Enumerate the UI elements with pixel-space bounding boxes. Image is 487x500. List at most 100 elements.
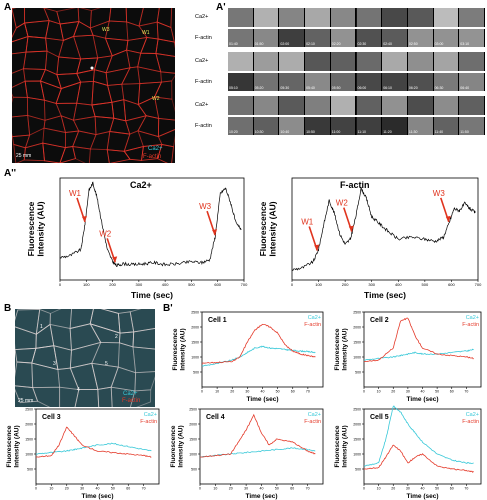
y-axis-label: FluorescenceIntensity (AU) xyxy=(26,201,46,256)
series-line xyxy=(201,345,316,367)
legend-entry: Ca2+ xyxy=(144,412,157,418)
y-tick-label: 2000 xyxy=(353,326,361,330)
panel-a-image: W3 W1 W2 25 mm Ca2+ F-actin xyxy=(12,8,175,163)
y-tick-label: 1000 xyxy=(25,453,33,457)
w1-label: W1 xyxy=(142,30,150,36)
y-tick-label: 500 xyxy=(355,468,361,472)
y-axis-label-line: Intensity (AU) xyxy=(342,425,349,467)
y-tick-label: 2000 xyxy=(191,326,199,330)
frame-timestamp: 05:10 xyxy=(229,86,238,90)
y-axis-label-line: Fluorescence xyxy=(6,425,13,467)
cell2-chart: 0 10 20 30 40 50 60 70 500 1000 1500 2000 2500 Time (… xyxy=(334,311,482,403)
cell-number: 3 xyxy=(53,361,56,367)
x-tick-label: 60 xyxy=(290,487,294,491)
x-tick-label: 0 xyxy=(201,390,203,394)
x-tick-label: 700 xyxy=(241,282,248,287)
cell-outline xyxy=(45,37,64,58)
timelapse-frame xyxy=(433,52,460,71)
series-line xyxy=(291,186,476,271)
cell-outline xyxy=(12,114,31,138)
timelapse-frame: 05:10 xyxy=(228,72,254,91)
cell-outline xyxy=(22,68,47,82)
frame-timestamp: 11:50 xyxy=(460,130,469,134)
cell-outline xyxy=(25,36,48,53)
x-tick-label: 30 xyxy=(80,487,84,491)
x-tick-label: 0 xyxy=(199,487,201,491)
x-tick-label: 20 xyxy=(391,487,395,491)
frame-timestamp: 01:40 xyxy=(229,42,238,46)
cell-outline xyxy=(24,20,50,39)
cell-outline xyxy=(125,8,144,27)
cell-outline xyxy=(76,80,94,106)
frame-timestamp: 02:50 xyxy=(408,42,418,46)
cell-outline xyxy=(64,130,80,149)
frame-timestamp: 11:20 xyxy=(383,130,392,134)
y-axis-label: FluorescenceIntensity (AU) xyxy=(170,425,185,467)
legend-entry: Ca2+ xyxy=(308,315,321,321)
cell-outline xyxy=(42,142,66,163)
legend-ca: Ca2+ xyxy=(148,146,163,152)
cell-outline xyxy=(12,134,31,149)
y-tick-label: 2500 xyxy=(189,408,197,412)
timelapse-frame: 02:20 xyxy=(330,28,357,47)
panel-b-image: 25 mm Ca2+ F-actin 1 2 3 4 5 xyxy=(15,309,155,407)
timelapse-frame xyxy=(253,96,280,115)
timelapse-frame: 11:50 xyxy=(459,116,485,135)
frame-timestamp: 11:40 xyxy=(434,130,444,134)
y-tick-label: 2000 xyxy=(25,423,33,427)
legend-entry: F-actin xyxy=(140,419,157,425)
timelapse-frame: 11:30 xyxy=(407,116,434,135)
timelapse-frame xyxy=(382,8,408,27)
cell-outline xyxy=(129,309,155,333)
x-tick-label: 30 xyxy=(406,487,410,491)
x-tick-label: 30 xyxy=(244,487,248,491)
cell-outline xyxy=(53,345,72,370)
timelapse-strip xyxy=(228,52,485,71)
annotation-label: W2 xyxy=(99,229,112,238)
annotation-label: W3 xyxy=(433,189,446,198)
w2-label: W2 xyxy=(152,96,160,102)
x-tick-label: 400 xyxy=(162,282,169,287)
timelapse-frame xyxy=(407,52,434,71)
x-tick-label: 0 xyxy=(363,487,365,491)
panel-a2-letter: A'' xyxy=(4,168,16,179)
cell-outline xyxy=(111,99,127,122)
cell-outline xyxy=(110,366,137,392)
series-line xyxy=(363,348,474,361)
cell-outline xyxy=(15,361,34,389)
cell-outline xyxy=(117,311,135,334)
x-tick-label: 20 xyxy=(65,487,69,491)
annotation-arrowhead xyxy=(314,244,320,251)
x-tick-label: 300 xyxy=(136,282,143,287)
chart-title: Cell 2 xyxy=(370,317,389,324)
x-tick-label: 40 xyxy=(421,390,425,394)
y-tick-label: 500 xyxy=(193,371,199,375)
cell-outline xyxy=(126,49,142,69)
timelapse-frame: 02:10 xyxy=(305,28,331,47)
timelapse-frame: 11:00 xyxy=(330,116,357,135)
cell-network-image xyxy=(12,8,175,163)
cell-outline xyxy=(140,36,159,54)
x-axis-label: Time (sec) xyxy=(364,290,406,300)
x-tick-label: 40 xyxy=(261,390,265,394)
y-axis-label-line: Fluorescence xyxy=(170,425,177,467)
x-tick-label: 500 xyxy=(188,282,195,287)
x-tick-label: 70 xyxy=(306,487,310,491)
frame-timestamp: 10:20 xyxy=(229,130,238,134)
series-line xyxy=(199,447,316,458)
x-tick-label: 40 xyxy=(96,487,100,491)
panel-a1-letter: A' xyxy=(216,2,226,13)
cell-outline xyxy=(138,8,160,27)
y-tick-label: 1500 xyxy=(189,438,197,442)
panel-b-letter: B xyxy=(4,303,12,314)
panel-a-letter: A xyxy=(4,2,12,13)
cell-outline xyxy=(12,35,29,55)
cell-outline xyxy=(157,143,174,163)
cell-outline xyxy=(12,8,26,29)
x-tick-label: 100 xyxy=(83,282,90,287)
x-tick-label: 70 xyxy=(464,487,468,491)
x-tick-label: 0 xyxy=(59,282,62,287)
timelapse-strip: 10:20 10:30 10:40 10:50 11:00 11:10 11:20 11:30… xyxy=(228,116,485,135)
timelapse-frame: 05:20 xyxy=(253,72,280,91)
y-axis-label-line: Fluorescence xyxy=(26,201,36,256)
